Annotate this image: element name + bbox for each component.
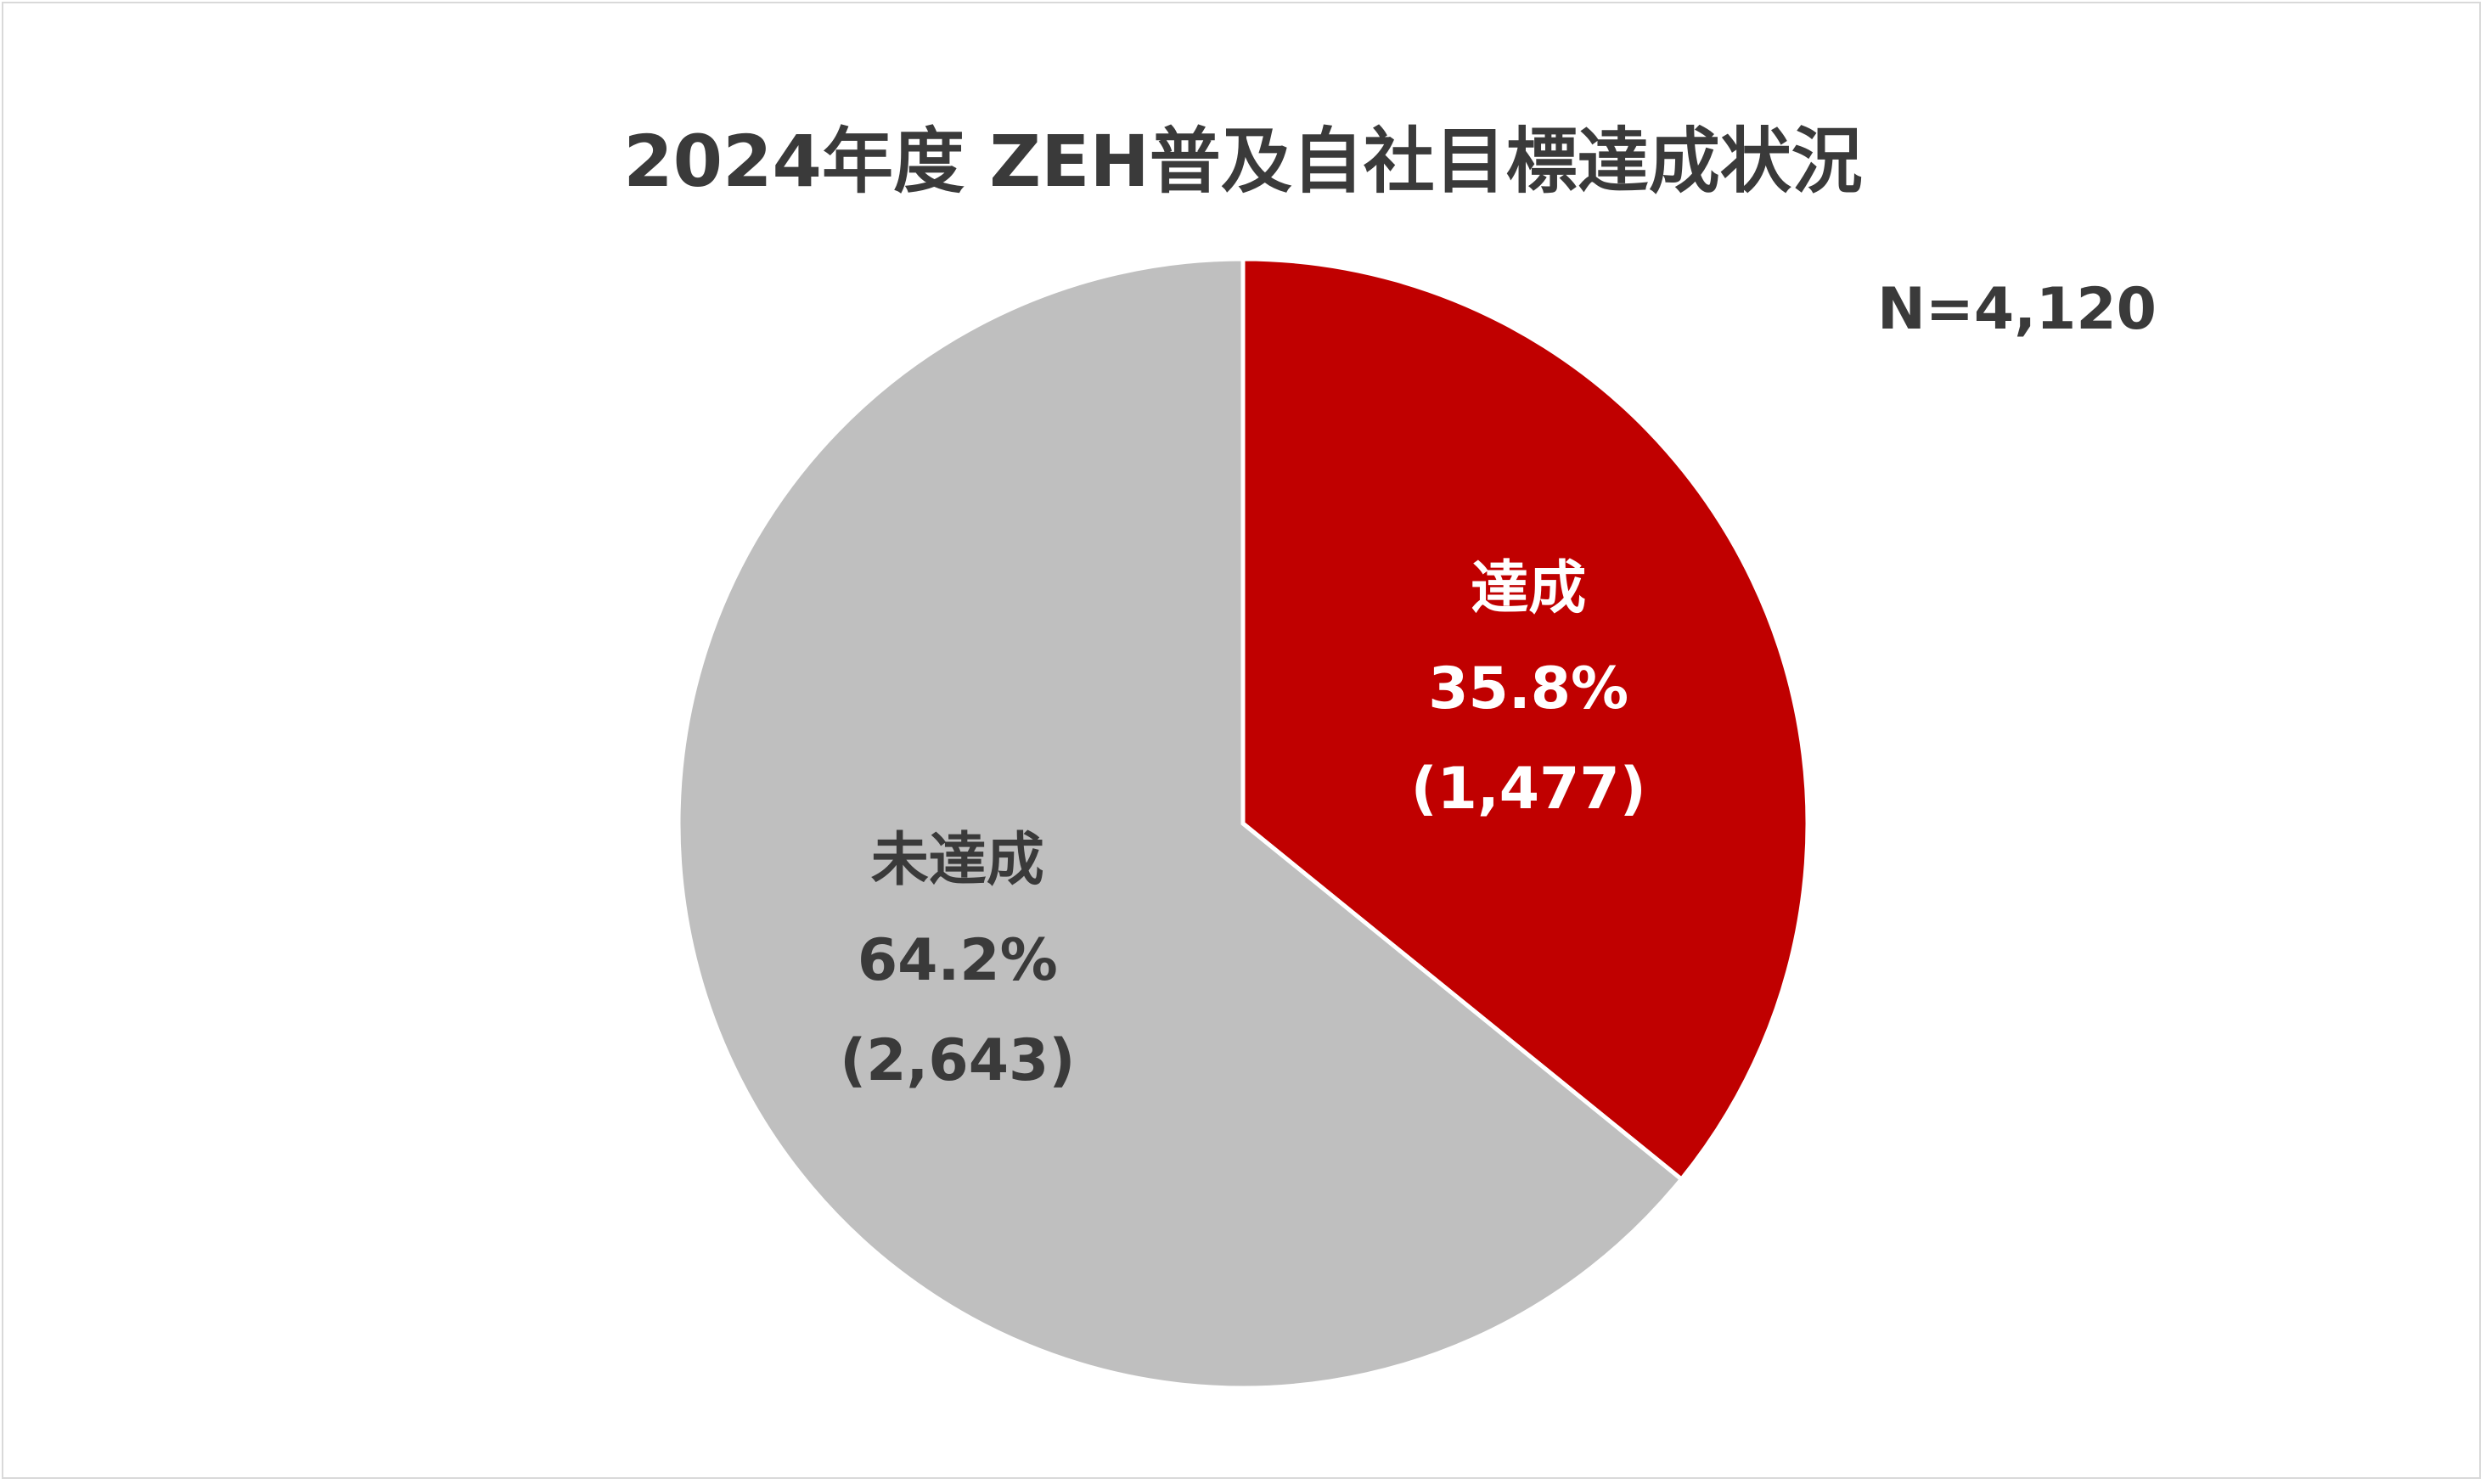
pie-slice-1 <box>1240 256 1810 1183</box>
slice-percent-label-2: 64.2% <box>858 927 1058 994</box>
slice-name-label-1: 達成 <box>1471 555 1586 622</box>
slice-percent-label-1: 35.8% <box>1428 655 1628 722</box>
sample-size-label: N=4,120 <box>1877 276 2157 343</box>
chart-title: 2024年度 ZEH普及自社目標達成状況 <box>623 120 1863 203</box>
slice-count-label-2: (2,643) <box>840 1027 1075 1094</box>
slice-count-label-1: (1,477) <box>1411 756 1646 823</box>
pie-slice-2 <box>676 256 1685 1391</box>
slice-name-label-2: 未達成 <box>871 827 1044 894</box>
